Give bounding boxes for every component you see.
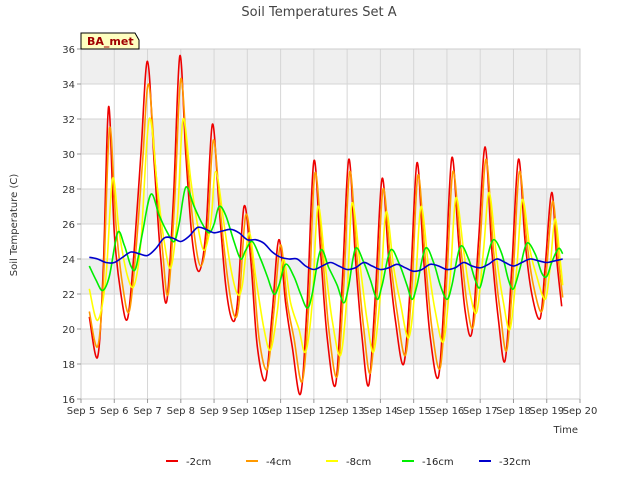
legend-item: -2cm — [166, 457, 211, 468]
legend: -2cm -4cm -8cm -16cm -32cm — [166, 457, 531, 468]
y-tick-label: 36 — [62, 45, 75, 56]
x-tick-label: Sep 15 — [396, 406, 431, 417]
x-tick-label: Sep 7 — [133, 406, 161, 417]
x-tick-label: Sep 14 — [363, 406, 398, 417]
y-tick-label: 30 — [62, 150, 75, 161]
site-badge: BA_met — [80, 32, 140, 50]
x-tick-label: Sep 12 — [296, 406, 331, 417]
legend-item: -16cm — [402, 457, 454, 468]
legend-item: -4cm — [246, 457, 291, 468]
x-tick-label: Sep 19 — [529, 406, 564, 417]
y-tick-label: 16 — [62, 395, 75, 406]
legend-label: -8cm — [346, 457, 371, 468]
y-tick-label: 20 — [62, 325, 75, 336]
legend-item: -8cm — [326, 457, 371, 468]
x-tick-label: Sep 13 — [330, 406, 365, 417]
band — [81, 49, 580, 84]
y-tick-label: 26 — [62, 220, 75, 231]
series-line-minus-4cm — [88, 77, 564, 383]
x-tick-label: Sep 17 — [463, 406, 498, 417]
x-tick-label: Sep 8 — [167, 406, 195, 417]
y-tick-label: 34 — [62, 80, 75, 91]
x-tick-label: Sep 5 — [67, 406, 95, 417]
legend-label: -4cm — [266, 457, 291, 468]
y-axis: 16 18 20 22 24 26 28 30 32 34 36 — [62, 45, 81, 406]
x-tick-label: Sep 9 — [200, 406, 228, 417]
series-line-minus-16cm — [88, 186, 564, 309]
x-tick-label: Sep 20 — [563, 406, 598, 417]
x-tick-label: Sep 11 — [263, 406, 298, 417]
x-tick-label: Sep 10 — [230, 406, 265, 417]
legend-item: -32cm — [479, 457, 531, 468]
series-line-minus-2cm — [88, 55, 563, 396]
badge-box — [80, 32, 140, 50]
x-tick-label: Sep 16 — [430, 406, 465, 417]
x-tick-label: Sep 6 — [100, 406, 128, 417]
badge-label: BA_met — [87, 35, 134, 48]
series-line-minus-32cm — [89, 226, 563, 273]
series-line-minus-8cm — [88, 117, 564, 357]
y-axis-title: Soil Temperature (C) — [9, 174, 20, 277]
legend-label: -2cm — [186, 457, 211, 468]
x-tick-label: Sep 18 — [496, 406, 531, 417]
chart-title: Soil Temperatures Set A — [241, 5, 396, 20]
legend-label: -16cm — [422, 457, 454, 468]
x-axis-title: Time — [553, 425, 578, 436]
y-tick-label: 32 — [62, 115, 75, 126]
y-tick-label: 22 — [62, 290, 75, 301]
series-lines — [88, 55, 564, 396]
band — [81, 119, 580, 154]
y-tick-label: 18 — [62, 360, 75, 371]
y-tick-label: 28 — [62, 185, 75, 196]
y-tick-label: 24 — [62, 255, 75, 266]
band — [81, 189, 580, 224]
legend-label: -32cm — [499, 457, 531, 468]
